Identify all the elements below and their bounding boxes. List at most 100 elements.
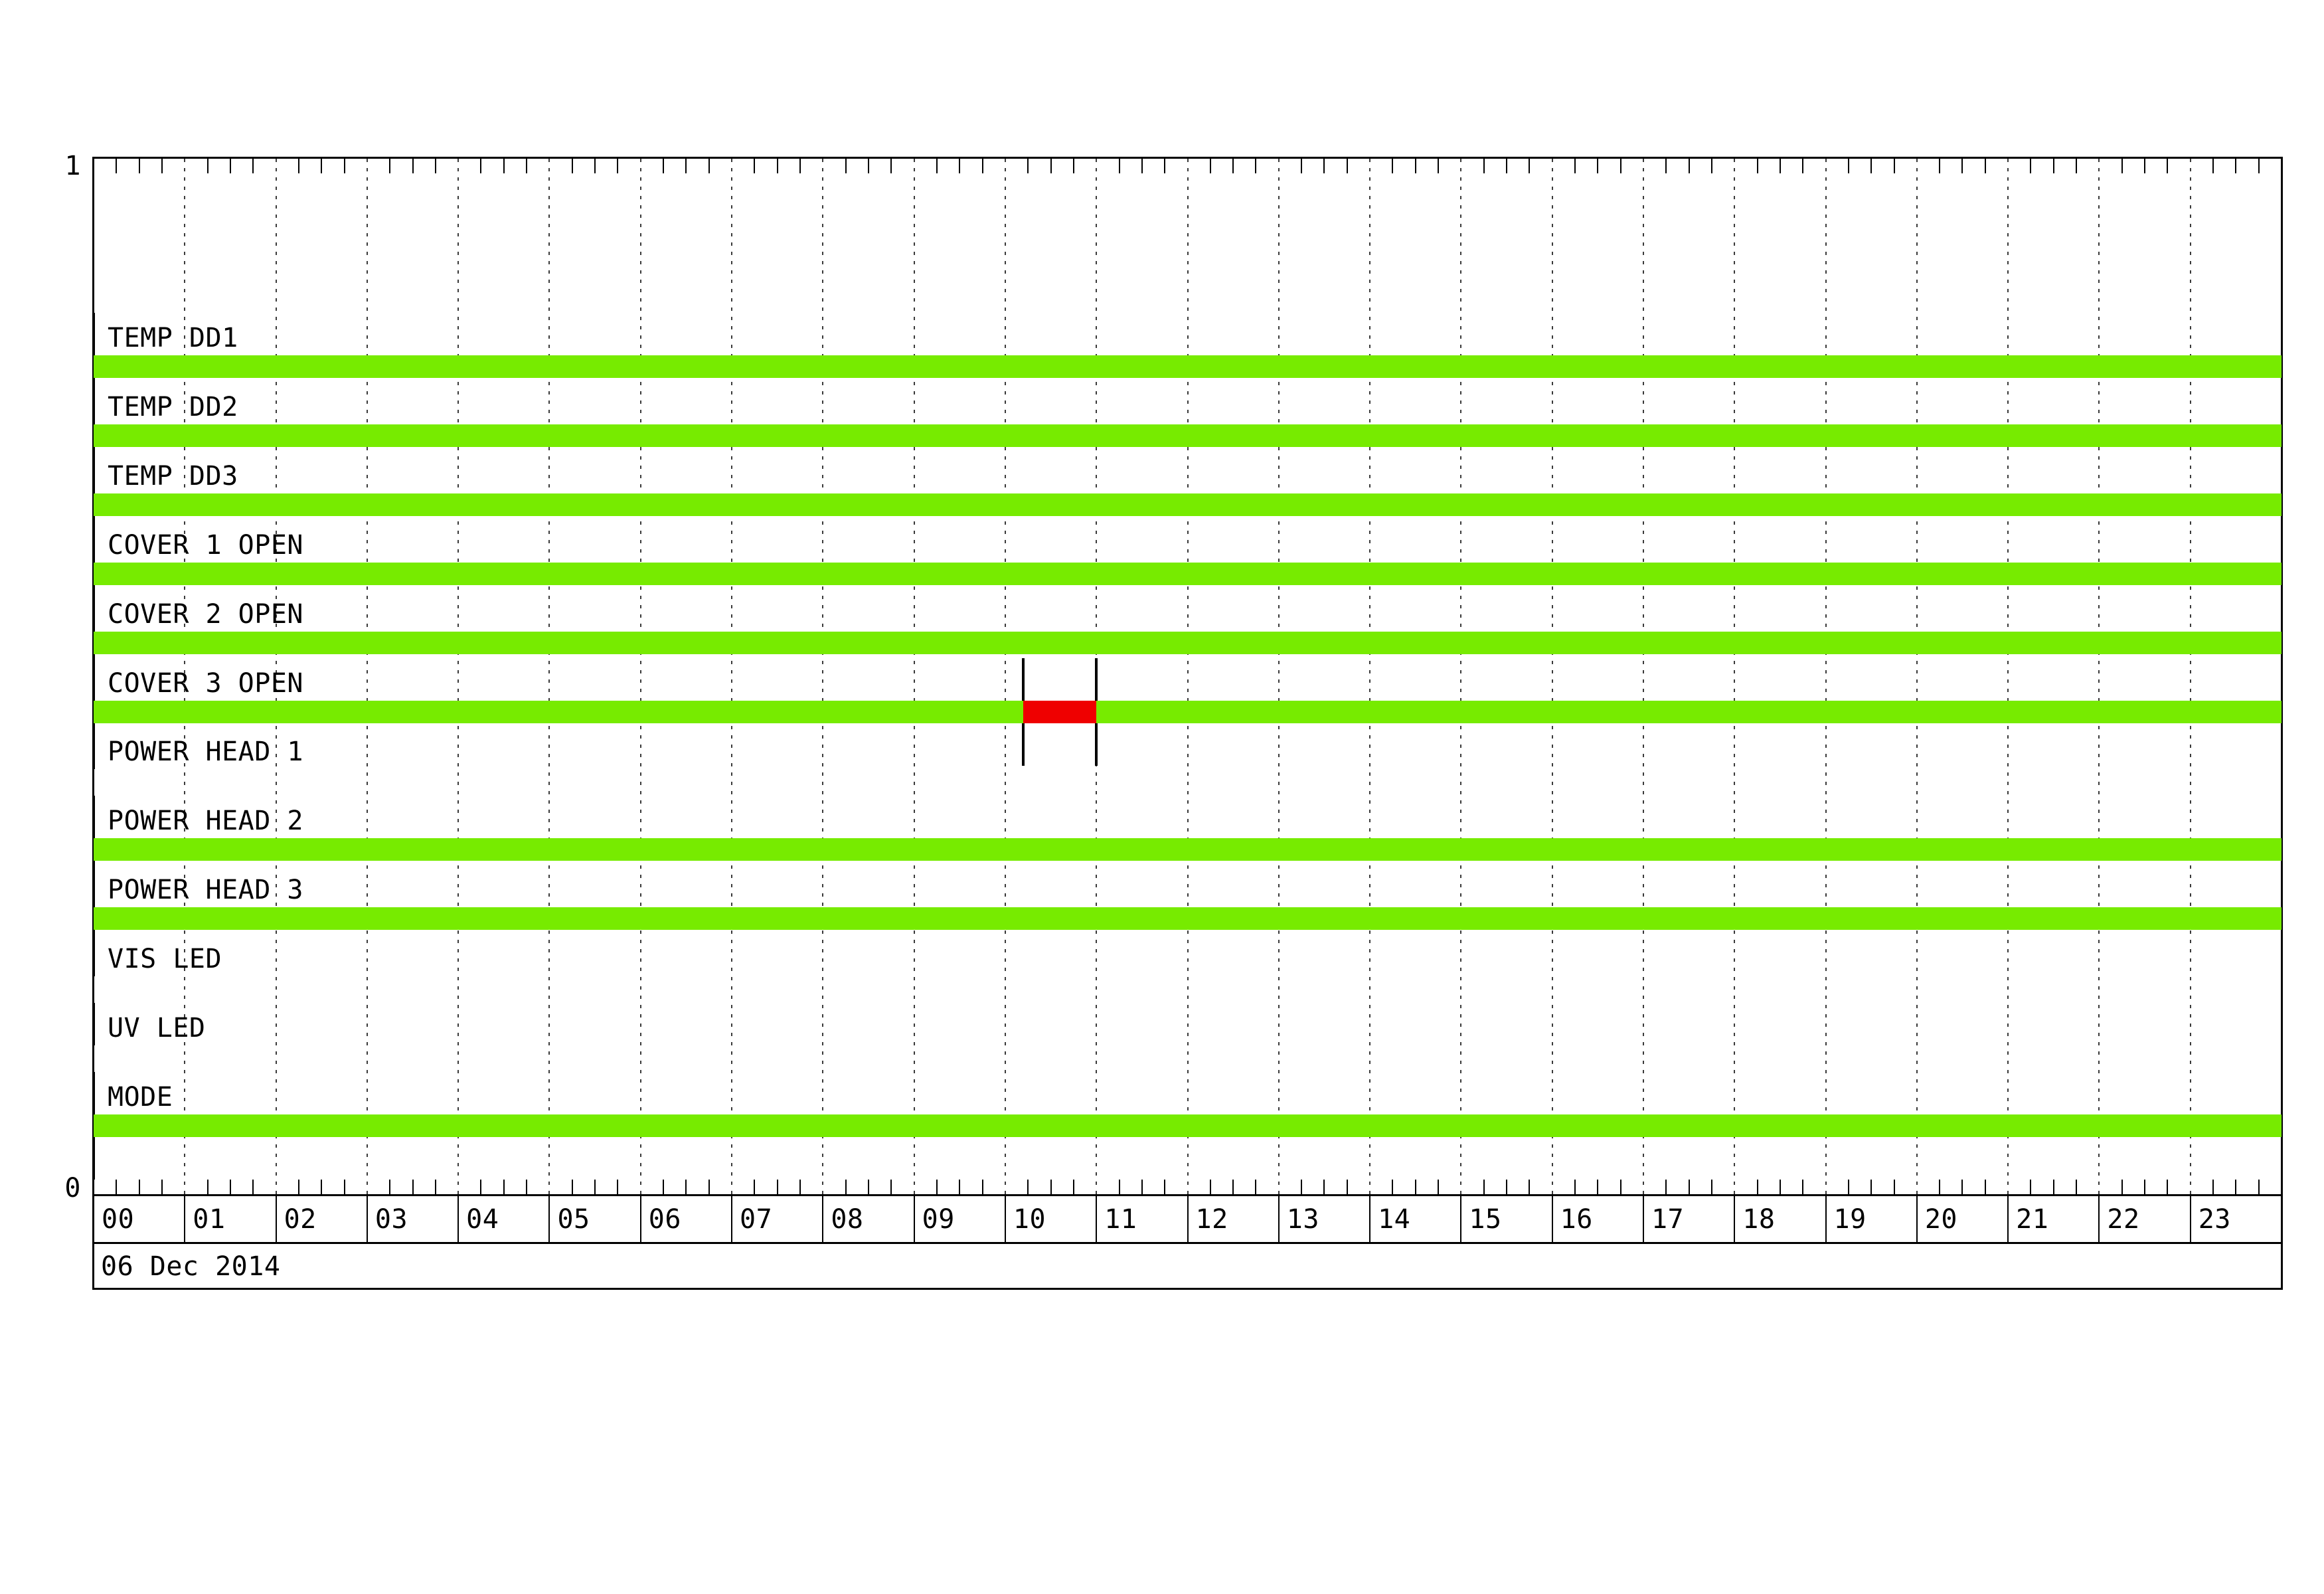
hour-label: 04	[466, 1204, 499, 1235]
segment-start-marker-upper	[1095, 658, 1098, 701]
quarter-tick-top	[799, 159, 801, 173]
quarter-tick-top	[1414, 159, 1416, 173]
quarter-tick-top	[867, 159, 869, 173]
quarter-tick-bottom	[1847, 1180, 1849, 1194]
hour-label: 12	[1195, 1204, 1228, 1235]
row-label: MODE	[108, 1082, 173, 1112]
quarter-tick-top	[1050, 159, 1052, 173]
quarter-tick-top	[1619, 159, 1621, 173]
quarter-tick-top	[1893, 159, 1895, 173]
quarter-tick-bottom	[2076, 1180, 2078, 1194]
state-bar-on	[94, 1114, 2282, 1137]
hour-gridline	[548, 159, 550, 1194]
quarter-tick-bottom	[480, 1180, 482, 1194]
quarter-tick-bottom	[1255, 1180, 1257, 1194]
quarter-tick-bottom	[252, 1180, 254, 1194]
hour-label: 18	[1742, 1204, 1776, 1235]
hour-cell-separator	[184, 1196, 186, 1243]
segment-start-marker-lower	[1022, 723, 1025, 766]
quarter-tick-bottom	[1665, 1180, 1667, 1194]
hour-cell-separator	[913, 1196, 915, 1243]
hour-label: 01	[193, 1204, 226, 1235]
hour-cell-separator	[1369, 1196, 1371, 1243]
segment-start-marker-upper	[92, 1072, 95, 1114]
quarter-tick-top	[1870, 159, 1872, 173]
quarter-tick-bottom	[1597, 1180, 1599, 1194]
quarter-tick-top	[321, 159, 323, 173]
quarter-tick-bottom	[1574, 1180, 1576, 1194]
hour-label: 06	[648, 1204, 681, 1235]
row-label: COVER 2 OPEN	[108, 599, 303, 630]
quarter-tick-top	[2052, 159, 2054, 173]
quarter-tick-top	[1597, 159, 1599, 173]
quarter-tick-bottom	[1779, 1180, 1781, 1194]
quarter-tick-top	[2030, 159, 2032, 173]
quarter-tick-bottom	[321, 1180, 323, 1194]
hour-gridline	[275, 159, 277, 1194]
quarter-tick-bottom	[617, 1180, 619, 1194]
row-label: TEMP DD3	[108, 461, 238, 491]
quarter-tick-top	[2258, 159, 2260, 173]
quarter-tick-bottom	[890, 1180, 892, 1194]
hour-gridline	[1825, 159, 1827, 1194]
row-label: UV LED	[108, 1013, 206, 1043]
hour-gridline	[1004, 159, 1006, 1194]
quarter-tick-bottom	[1209, 1180, 1211, 1194]
hour-gridline	[457, 159, 459, 1194]
quarter-tick-top	[1483, 159, 1485, 173]
quarter-tick-top	[708, 159, 710, 173]
quarter-tick-top	[412, 159, 414, 173]
quarter-tick-bottom	[389, 1180, 391, 1194]
quarter-tick-top	[503, 159, 505, 173]
hour-label: 02	[284, 1204, 317, 1235]
segment-start-marker-upper	[92, 313, 95, 355]
row-label: POWER HEAD 2	[108, 806, 303, 836]
hour-gridline	[1642, 159, 1644, 1194]
hour-gridline	[639, 159, 641, 1194]
quarter-tick-bottom	[2167, 1180, 2169, 1194]
quarter-tick-bottom	[1164, 1180, 1166, 1194]
quarter-tick-top	[754, 159, 756, 173]
hour-cell-separator	[639, 1196, 641, 1243]
quarter-tick-bottom	[1392, 1180, 1394, 1194]
hour-label: 07	[740, 1204, 773, 1235]
quarter-tick-bottom	[2144, 1180, 2146, 1194]
quarter-tick-bottom	[1710, 1180, 1712, 1194]
segment-start-marker-upper	[92, 796, 95, 838]
hour-label: 21	[2016, 1204, 2049, 1235]
quarter-tick-bottom	[2258, 1180, 2260, 1194]
row-label: TEMP DD2	[108, 392, 238, 422]
state-bar-on	[94, 355, 2282, 378]
quarter-tick-bottom	[1232, 1180, 1234, 1194]
quarter-tick-bottom	[116, 1180, 118, 1194]
quarter-tick-bottom	[867, 1180, 869, 1194]
hour-cell-separator	[1551, 1196, 1553, 1243]
hour-gridline	[913, 159, 915, 1194]
quarter-tick-top	[2121, 159, 2123, 173]
hour-label: 08	[831, 1204, 864, 1235]
quarter-tick-top	[1072, 159, 1074, 173]
segment-start-marker-lower	[1095, 723, 1098, 766]
hour-label: 17	[1651, 1204, 1685, 1235]
state-bar-on	[1096, 701, 2282, 723]
quarter-tick-bottom	[2235, 1180, 2237, 1194]
quarter-tick-top	[389, 159, 391, 173]
hour-gridline	[2098, 159, 2100, 1194]
quarter-tick-bottom	[1870, 1180, 1872, 1194]
quarter-tick-bottom	[1802, 1180, 1804, 1194]
row-label: COVER 1 OPEN	[108, 530, 303, 561]
hour-band	[92, 1195, 2283, 1244]
hour-gridline	[1916, 159, 1918, 1194]
quarter-tick-bottom	[1619, 1180, 1621, 1194]
quarter-tick-top	[2144, 159, 2146, 173]
quarter-tick-bottom	[207, 1180, 208, 1194]
quarter-tick-top	[959, 159, 961, 173]
quarter-tick-top	[1027, 159, 1029, 173]
hour-label: 20	[1924, 1204, 1957, 1235]
state-bar-on	[94, 424, 2282, 447]
row-label: POWER HEAD 3	[108, 875, 303, 905]
hour-cell-separator	[2007, 1196, 2009, 1243]
quarter-tick-top	[571, 159, 573, 173]
segment-start-marker-upper	[92, 589, 95, 632]
